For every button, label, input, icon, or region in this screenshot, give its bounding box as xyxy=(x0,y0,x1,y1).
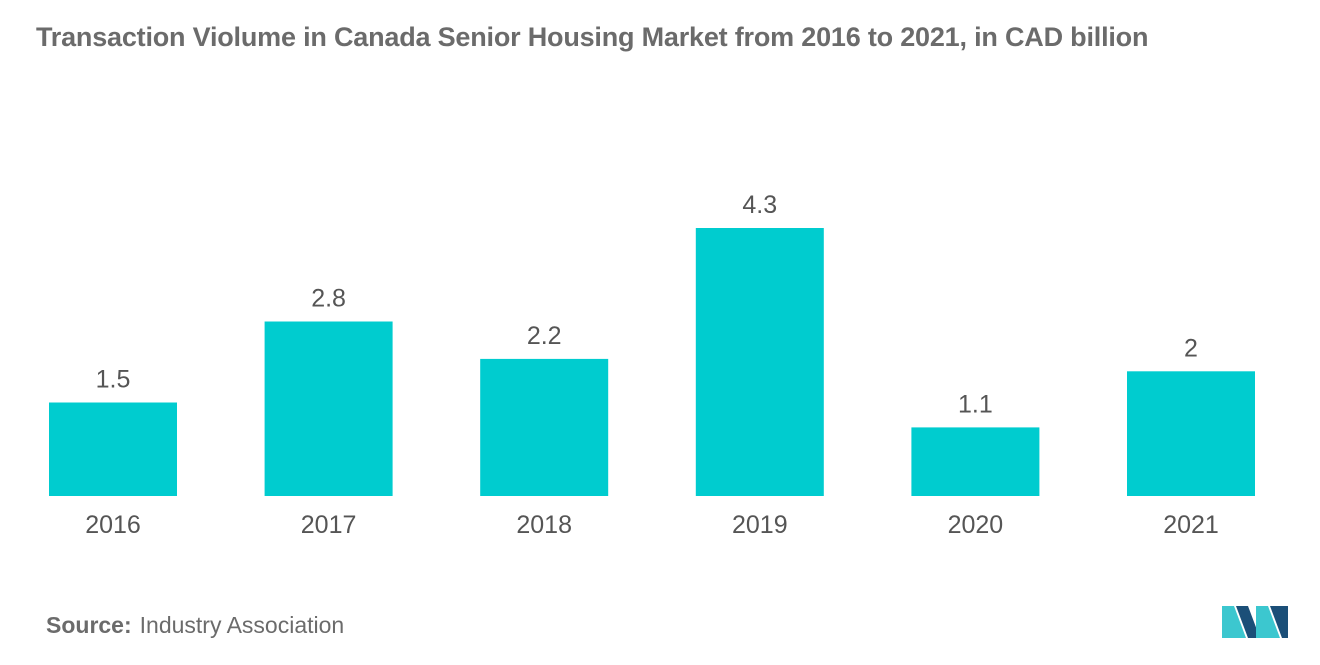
bar-2019 xyxy=(695,228,824,496)
bar-2016 xyxy=(49,402,177,496)
data-label-2018: 2.2 xyxy=(527,322,562,350)
bar-2020 xyxy=(911,427,1040,496)
data-label-2016: 1.5 xyxy=(96,366,131,394)
data-label-2020: 1.1 xyxy=(958,390,993,418)
x-tick-label-2017: 2017 xyxy=(301,511,357,539)
x-tick-label-2020: 2020 xyxy=(948,511,1004,539)
source-note: Source: Industry Association xyxy=(46,612,344,639)
x-tick-label-2021: 2021 xyxy=(1163,511,1219,539)
bar-2021 xyxy=(1127,371,1255,496)
source-label: Source: xyxy=(46,612,132,638)
data-label-2017: 2.8 xyxy=(311,285,346,313)
x-tick-label-2018: 2018 xyxy=(516,511,572,539)
data-label-2021: 2 xyxy=(1184,334,1198,362)
data-label-2019: 4.3 xyxy=(742,191,777,219)
bar-2017 xyxy=(264,321,393,496)
x-tick-label-2019: 2019 xyxy=(732,511,788,539)
x-tick-label-2016: 2016 xyxy=(85,511,141,539)
bar-chart: 1.5 2016 2.8 2017 2.2 2018 4.3 2019 1.1 2020 2 2021 xyxy=(49,191,1255,539)
company-logo xyxy=(1222,606,1288,638)
chart-title: Transaction Violume in Canada Senior Hou… xyxy=(36,22,1149,52)
bar-2018 xyxy=(480,358,609,496)
source-text: Industry Association xyxy=(139,612,345,638)
